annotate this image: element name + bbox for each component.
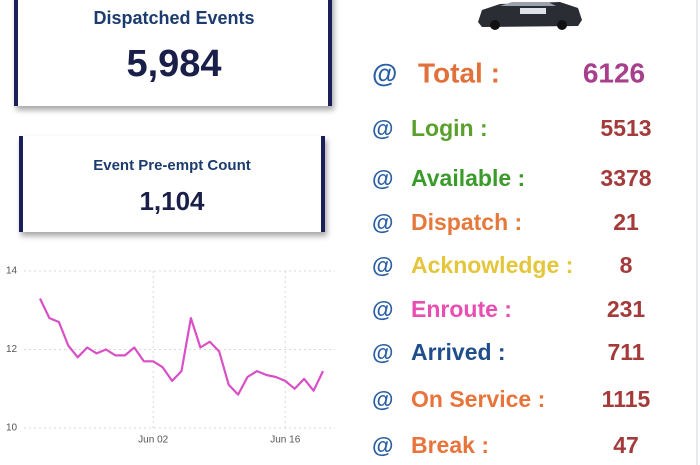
status-label: On Service : (411, 386, 545, 412)
status-label: Acknowledge : (411, 252, 573, 278)
car-icon (478, 2, 582, 30)
y-tick-label: 10 (6, 423, 18, 434)
status-prefix: @ (372, 166, 393, 191)
status-prefix: @ (372, 433, 393, 458)
status-value: 1115 (602, 386, 651, 412)
y-tick-label: 14 (6, 266, 18, 277)
card-edge (14, 0, 18, 106)
card-bg (19, 136, 325, 232)
card-value: 5,984 (126, 43, 221, 85)
status-list: @ Total : 6126 @ Login : 5513 @ Available : 3378… (372, 57, 652, 458)
card: Dispatched Events 5,984 (14, 0, 332, 106)
card-value: 1,104 (139, 186, 205, 216)
status-value: 3378 (600, 165, 651, 191)
status-label: Available : (411, 165, 525, 191)
status-value: 711 (607, 339, 644, 365)
status-prefix: @ (372, 210, 393, 235)
status-label: Enroute : (411, 296, 512, 322)
status-value: 231 (607, 296, 646, 322)
y-tick-label: 12 (6, 344, 18, 355)
status-label: Login : (411, 115, 488, 141)
status-prefix: @ (372, 340, 393, 365)
status-prefix: @ (372, 253, 393, 278)
status-prefix: @ (372, 116, 393, 141)
card-edge (19, 136, 23, 232)
card-edge (328, 0, 332, 106)
card: Event Pre-empt Count 1,104 (19, 136, 325, 232)
status-value: 5513 (600, 115, 651, 141)
card-bg (14, 0, 332, 106)
status-prefix: @ (372, 387, 393, 412)
status-prefix: @ (372, 297, 393, 322)
card-title: Event Pre-empt Count (93, 157, 251, 174)
status-label: Break : (411, 432, 489, 458)
status-label: Total : (418, 57, 500, 88)
x-tick-label: Jun 16 (270, 435, 300, 446)
status-value: 47 (613, 432, 639, 458)
status-value: 8 (620, 252, 633, 278)
status-label: Dispatch : (411, 209, 522, 235)
status-value: 6126 (583, 57, 645, 88)
line-chart: 10 12 14 Jun 02 Jun 16 (6, 266, 335, 446)
line-series (39, 298, 324, 396)
card-title: Dispatched Events (93, 8, 254, 28)
x-tick-label: Jun 02 (138, 435, 168, 446)
status-value: 21 (613, 209, 639, 235)
status-label: Arrived : (411, 339, 506, 365)
status-prefix: @ (372, 58, 397, 88)
card-edge (321, 136, 325, 232)
